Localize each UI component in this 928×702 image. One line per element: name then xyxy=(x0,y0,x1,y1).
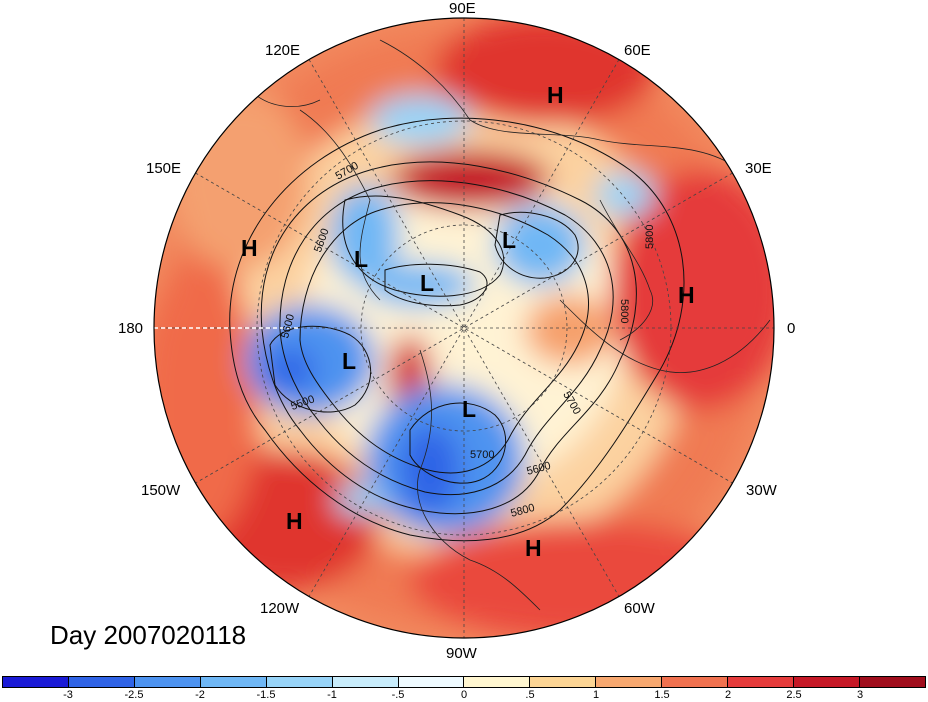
colorbar-segment xyxy=(3,677,69,687)
colorbar-segment xyxy=(728,677,795,687)
lon-label-180: 180 xyxy=(118,320,144,337)
low-pressure-marker: L xyxy=(354,246,369,272)
colorbar-tick-label: 2 xyxy=(724,689,732,701)
colorbar-tick-label: -2.5 xyxy=(124,689,144,701)
lon-label-90e: 90E xyxy=(449,0,476,17)
map-boundary xyxy=(153,17,775,639)
colorbar-segment xyxy=(596,677,663,687)
colorbar-tick-label: -.5 xyxy=(391,689,405,701)
map-title: Day 2007020118 xyxy=(50,620,247,650)
low-pressure-marker: L xyxy=(462,396,477,422)
lon-label-0: 0 xyxy=(787,320,796,337)
colorbar-segment xyxy=(332,677,399,687)
colorbar-tick-label: .5 xyxy=(525,689,535,701)
colorbar-tick-label: -3 xyxy=(63,689,73,701)
low-pressure-marker: L xyxy=(502,227,517,253)
high-pressure-marker: H xyxy=(241,235,258,261)
lon-label-120w: 120W xyxy=(260,600,300,617)
lon-label-150w: 150W xyxy=(141,482,181,499)
colorbar-segment xyxy=(134,677,201,687)
lon-label-60e: 60E xyxy=(624,42,651,59)
colorbar-segment xyxy=(530,677,597,687)
high-pressure-marker: H xyxy=(286,508,303,534)
high-pressure-marker: H xyxy=(547,82,564,108)
colorbar-segment xyxy=(662,677,729,687)
high-pressure-marker: H xyxy=(525,535,542,561)
colorbar-segment xyxy=(859,677,925,687)
colorbar-segment xyxy=(794,677,860,687)
lon-label-150e: 150E xyxy=(146,160,182,177)
colorbar-tick-label: 2.5 xyxy=(786,689,802,701)
colorbar-tick-label: -1.5 xyxy=(256,689,276,701)
contour-label: 5700 xyxy=(470,449,494,461)
colorbar-segment xyxy=(398,677,465,687)
coastlines xyxy=(249,39,771,611)
colorbar-tick-label: -1 xyxy=(327,689,337,701)
colorbar-tick-label: -2 xyxy=(195,689,205,701)
colorbar-segment xyxy=(68,677,135,687)
colorbar-segment xyxy=(200,677,267,687)
colorbar-segment xyxy=(266,677,333,687)
low-pressure-marker: L xyxy=(420,270,435,296)
colorbar-tick-label: 1 xyxy=(592,689,600,701)
lon-label-120e: 120E xyxy=(265,42,301,59)
height-contours xyxy=(229,117,685,542)
contour-label: 5800 xyxy=(618,299,630,323)
colorbar-tick-label: 3 xyxy=(856,689,864,701)
colorbar-tick-label: 0 xyxy=(460,689,468,701)
colorbar-tick-label: 1.5 xyxy=(654,689,670,701)
low-pressure-marker: L xyxy=(342,348,357,374)
colorbar-segment xyxy=(464,677,531,687)
lon-label-30e: 30E xyxy=(745,160,772,177)
colorbar xyxy=(2,676,926,688)
high-pressure-marker: H xyxy=(678,282,695,308)
contour-label: 5800 xyxy=(644,225,656,249)
lon-label-90w: 90W xyxy=(446,645,477,662)
lon-label-30w: 30W xyxy=(746,482,777,499)
lon-label-60w: 60W xyxy=(624,600,655,617)
graticule xyxy=(154,18,774,638)
